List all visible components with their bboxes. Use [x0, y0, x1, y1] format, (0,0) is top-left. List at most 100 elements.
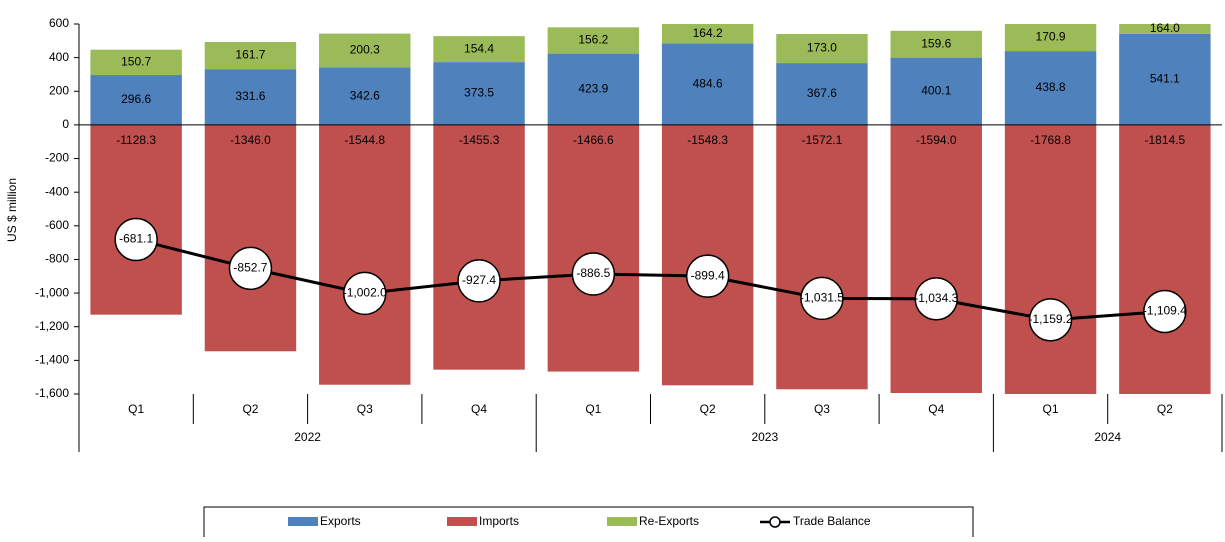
trade-balance-data-label: -927.4 [462, 273, 496, 287]
exports-data-label: 296.6 [121, 92, 151, 106]
re-exports-bar [890, 30, 982, 58]
trade-balance-marker [1143, 289, 1187, 334]
y-tick-label: -800 [45, 252, 69, 266]
imports-data-label: -1572.1 [802, 133, 843, 147]
exports-data-label: 373.5 [464, 86, 494, 100]
x-tick-label: Q1 [128, 402, 144, 416]
re-exports-bar [547, 27, 640, 54]
exports-bar [1004, 51, 1097, 125]
legend-marker [769, 516, 781, 528]
legend-label: Imports [479, 514, 519, 528]
trade-balance-data-label: -1,031.5 [800, 291, 844, 305]
imports-bar [204, 124, 297, 352]
trade-balance-data-label: -886.5 [576, 266, 610, 280]
x-tick-label: Q4 [928, 402, 944, 416]
re-exports-data-label: 164.0 [1150, 21, 1180, 35]
y-tick-label: -600 [45, 218, 69, 232]
trade-balance-marker [228, 246, 273, 291]
legend-swatch [288, 517, 318, 526]
y-axis-title: US $ million [5, 178, 19, 242]
x-tick-label: Q4 [471, 402, 487, 416]
trade-balance-marker [914, 277, 958, 321]
legend-swatch [447, 517, 477, 526]
trade-balance-marker [1028, 298, 1073, 342]
y-tick-label: -200 [45, 151, 69, 165]
imports-bar [547, 124, 640, 372]
exports-bar [319, 67, 411, 125]
exports-bar [204, 69, 297, 125]
trade-balance-marker [685, 254, 730, 298]
imports-bar [1004, 124, 1097, 394]
imports-data-label: -1455.3 [459, 133, 500, 147]
x-group-label: 2022 [294, 430, 321, 444]
re-exports-bar [90, 49, 182, 76]
x-group-label: 2024 [1094, 430, 1121, 444]
y-tick-label: -1,600 [35, 386, 69, 400]
re-exports-bar [319, 33, 411, 68]
re-exports-data-label: 154.4 [464, 41, 494, 55]
y-tick-label: 200 [49, 83, 69, 97]
re-exports-bar [433, 36, 525, 63]
trade-balance-marker [114, 217, 158, 262]
trade-balance-line [135, 238, 1165, 322]
exports-bar [433, 62, 525, 125]
x-tick-label: Q2 [700, 402, 716, 416]
imports-data-label: -1814.5 [1144, 133, 1185, 147]
re-exports-bar [776, 33, 868, 64]
exports-bar [776, 63, 868, 125]
re-exports-data-label: 150.7 [121, 55, 151, 69]
y-tick-label: -1,200 [35, 319, 69, 333]
imports-bar [319, 124, 411, 385]
y-tick-label: 0 [62, 117, 69, 131]
re-exports-bar [661, 24, 754, 44]
exports-bar [1119, 33, 1211, 125]
exports-data-label: 484.6 [693, 76, 723, 90]
imports-bar [433, 124, 525, 370]
re-exports-data-label: 159.6 [921, 36, 951, 50]
x-tick-label: Q2 [242, 402, 258, 416]
trade-balance-data-label: -1,034.3 [914, 291, 958, 305]
x-tick-label: Q1 [585, 402, 601, 416]
legend: Exports Imports Re-Exports Trade Balance [203, 506, 974, 542]
x-group-label: 2023 [751, 430, 778, 444]
trade-balance-data-label: -852.7 [233, 260, 267, 274]
y-tick-label: -1,400 [35, 353, 69, 367]
exports-data-label: 342.6 [350, 88, 380, 102]
y-tick-label: 400 [49, 50, 69, 64]
re-exports-data-label: 200.3 [350, 43, 380, 57]
trade-balance-data-label: -1,109.4 [1143, 304, 1187, 318]
exports-data-label: 331.6 [235, 89, 265, 103]
exports-data-label: 367.6 [807, 86, 837, 100]
legend-label: Trade Balance [793, 514, 871, 528]
x-tick-label: Q2 [1157, 402, 1173, 416]
re-exports-data-label: 164.2 [693, 26, 723, 40]
re-exports-data-label: 173.0 [807, 41, 837, 55]
exports-data-label: 423.9 [578, 81, 608, 95]
x-tick-label: Q1 [1043, 402, 1059, 416]
imports-data-label: -1768.8 [1030, 133, 1071, 147]
re-exports-bar [1004, 24, 1097, 52]
imports-data-label: -1544.8 [344, 133, 385, 147]
bars-group [90, 24, 1211, 394]
y-tick-label: -1,000 [35, 285, 69, 299]
exports-bar [890, 57, 982, 125]
re-exports-bar [204, 41, 297, 70]
y-tick-label: -400 [45, 184, 69, 198]
imports-data-label: -1128.3 [116, 133, 156, 147]
exports-bar [547, 53, 640, 125]
trade-balance-marker [571, 252, 616, 296]
trade-balance-data-label: -681.1 [119, 232, 153, 246]
trade-balance-data-label: -1,159.2 [1029, 312, 1073, 326]
legend-label: Exports [320, 514, 361, 528]
re-exports-bar [1119, 24, 1211, 34]
trade-balance-data-label: -899.4 [691, 268, 725, 282]
y-tick-label: 600 [49, 16, 69, 30]
exports-data-label: 541.1 [1150, 72, 1180, 86]
imports-data-label: -1346.0 [230, 133, 271, 147]
x-tick-label: Q3 [357, 402, 373, 416]
re-exports-data-label: 156.2 [578, 33, 608, 47]
imports-data-label: -1594.0 [916, 133, 957, 147]
exports-data-label: 438.8 [1036, 80, 1066, 94]
trade-balance-marker [343, 271, 387, 316]
